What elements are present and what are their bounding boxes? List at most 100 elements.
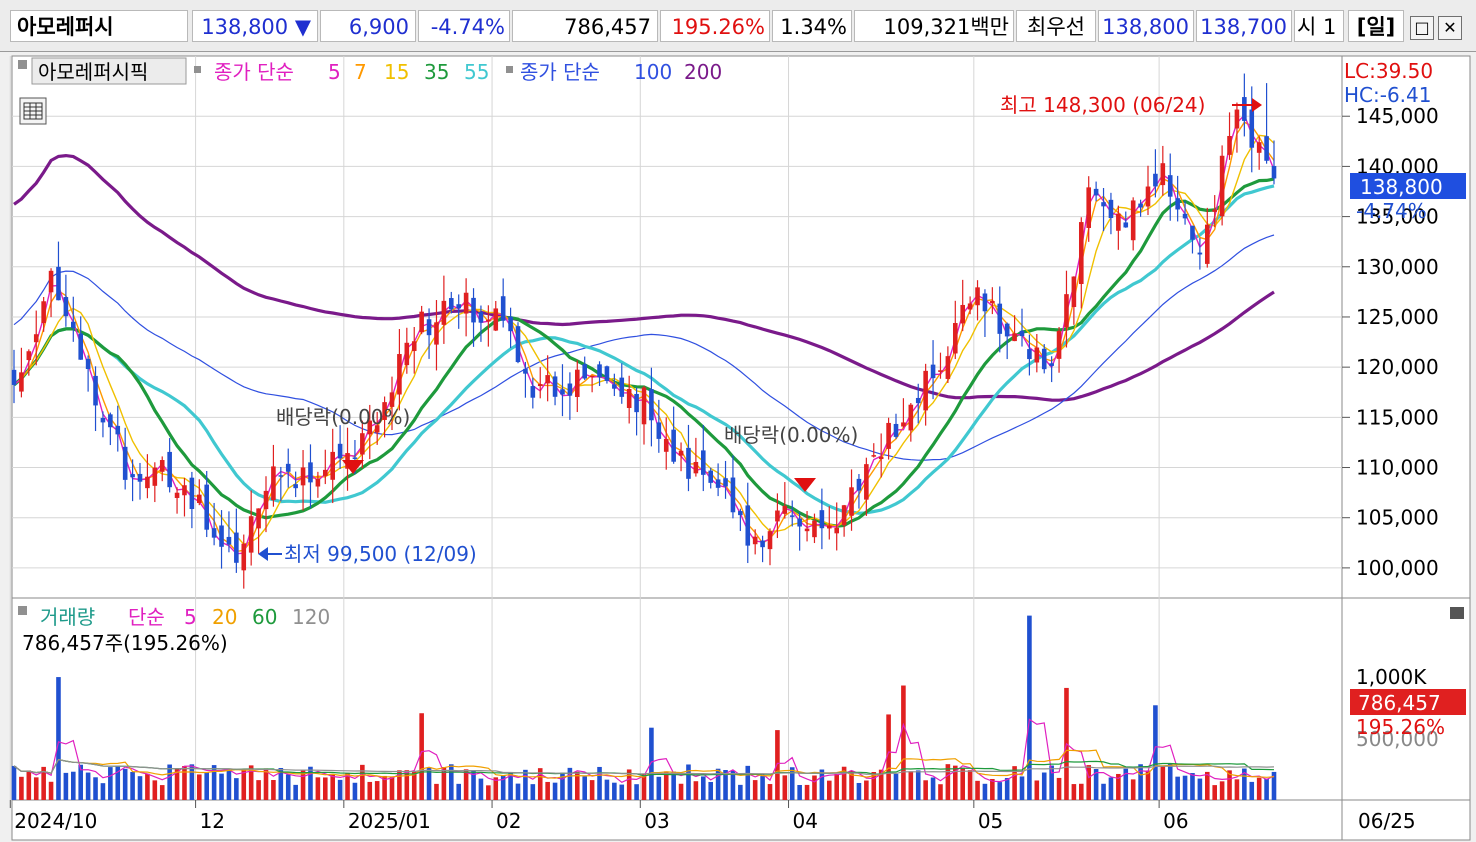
legend-bullet-icon-2 [506,66,513,73]
close-icon[interactable]: ✕ [1438,16,1462,40]
candle-body [33,334,39,343]
volume-bar [234,778,239,800]
legend-stock-name: 아모레퍼시픽 [38,60,148,84]
volume-bar [219,773,224,800]
volume-bar [1019,776,1025,800]
volume-bar [730,770,736,800]
candle [41,297,46,332]
candlesticks [11,73,1277,589]
current-ratio-tag-text: 195.26% [1356,715,1445,739]
candle [1234,102,1240,153]
stock-name-field[interactable]: 아모레퍼시 [10,10,188,42]
legend-ma-label-2: 종가 단순 [520,60,600,84]
candle [78,316,84,360]
candle [1056,327,1062,373]
candle-body [293,484,298,489]
candle-body [1197,252,1203,255]
trade-amount: 109,321백만 [883,15,1009,39]
candle-body [1175,198,1180,210]
candle-body [589,375,595,378]
candle [812,513,817,544]
period-selector[interactable]: [일] [1348,10,1404,42]
candle-body [41,301,46,324]
volume-panel[interactable] [11,597,1343,801]
volume-ratio-field: 195.26% [660,10,770,42]
candle [1123,211,1129,228]
candle-body [115,425,121,435]
volume-bar [1071,784,1077,800]
date-tick-label: 06 [1163,809,1188,833]
maximize-icon[interactable]: □ [1410,16,1434,40]
chart-canvas[interactable]: 145,000140,000135,000130,000125,000120,0… [0,52,1476,842]
candle [367,404,373,460]
candle [56,241,61,301]
volume-bar [760,776,765,800]
candle [508,307,513,349]
volume-legend-square-icon [18,606,27,615]
candle-body [523,368,528,374]
price-panel[interactable] [11,55,1343,599]
candle-body [738,511,743,516]
candle-body [196,494,202,504]
candle-body [322,469,328,476]
candle-body [1064,294,1069,328]
candle-body [797,518,802,527]
candle [523,361,528,398]
legend-ma-200: 200 [684,60,722,84]
candle-body [1167,175,1173,197]
candle [93,366,98,432]
data-table-icon[interactable] [19,97,47,125]
date-tick-label: 12 [200,809,225,833]
volume-bar [634,784,639,800]
volume-bar [1145,770,1151,800]
candle [560,364,565,417]
date-tick-label: 04 [793,809,818,833]
volume-bar [78,764,84,800]
candle-body [923,370,928,411]
candle-body [448,298,454,310]
candle-body [1034,347,1040,363]
volume-bar [738,784,743,800]
volume-bar [1034,780,1040,800]
candle-body [486,319,491,322]
candle [612,373,617,397]
candle-body [167,451,172,488]
candle [908,403,914,442]
volume-bar [471,770,476,800]
volume-bar [411,771,417,800]
candle [137,462,143,500]
candle [789,500,795,527]
volume-bar [871,772,877,800]
volume-bar [641,774,647,800]
volume-bar [189,764,195,800]
volume-bar [893,773,899,800]
volume-bar [100,783,106,800]
candle-body [678,450,684,456]
volume-bar [182,766,187,800]
volume-panel-close-icon[interactable] [1450,607,1464,619]
candle [663,417,669,470]
candle-body [604,366,610,381]
volume-bar [797,784,802,800]
candle [1204,207,1210,268]
volume-bar [619,784,625,800]
candle-body [108,414,113,428]
candle-body [374,425,380,433]
candle-body [767,531,773,550]
volume-ma-120 [13,758,1275,775]
quote-bar: 아모레퍼시 138,800 ▼ 6,900 -4.74% 786,457 195… [0,0,1476,52]
candle [493,300,499,332]
volume-bar [789,767,795,800]
candle [619,363,625,404]
volume-bar [278,767,284,800]
volume-bar [1271,771,1277,800]
volume-bar [1227,770,1232,800]
volume-bar [1012,766,1017,800]
candle-body [775,510,780,522]
candle-body [715,479,721,488]
volume-legend-ma-60: 60 [252,605,277,629]
volume-bar [1175,776,1180,800]
legend-name-box[interactable] [31,57,187,85]
change-percent: -4.74% [430,15,505,39]
candle [100,411,106,438]
